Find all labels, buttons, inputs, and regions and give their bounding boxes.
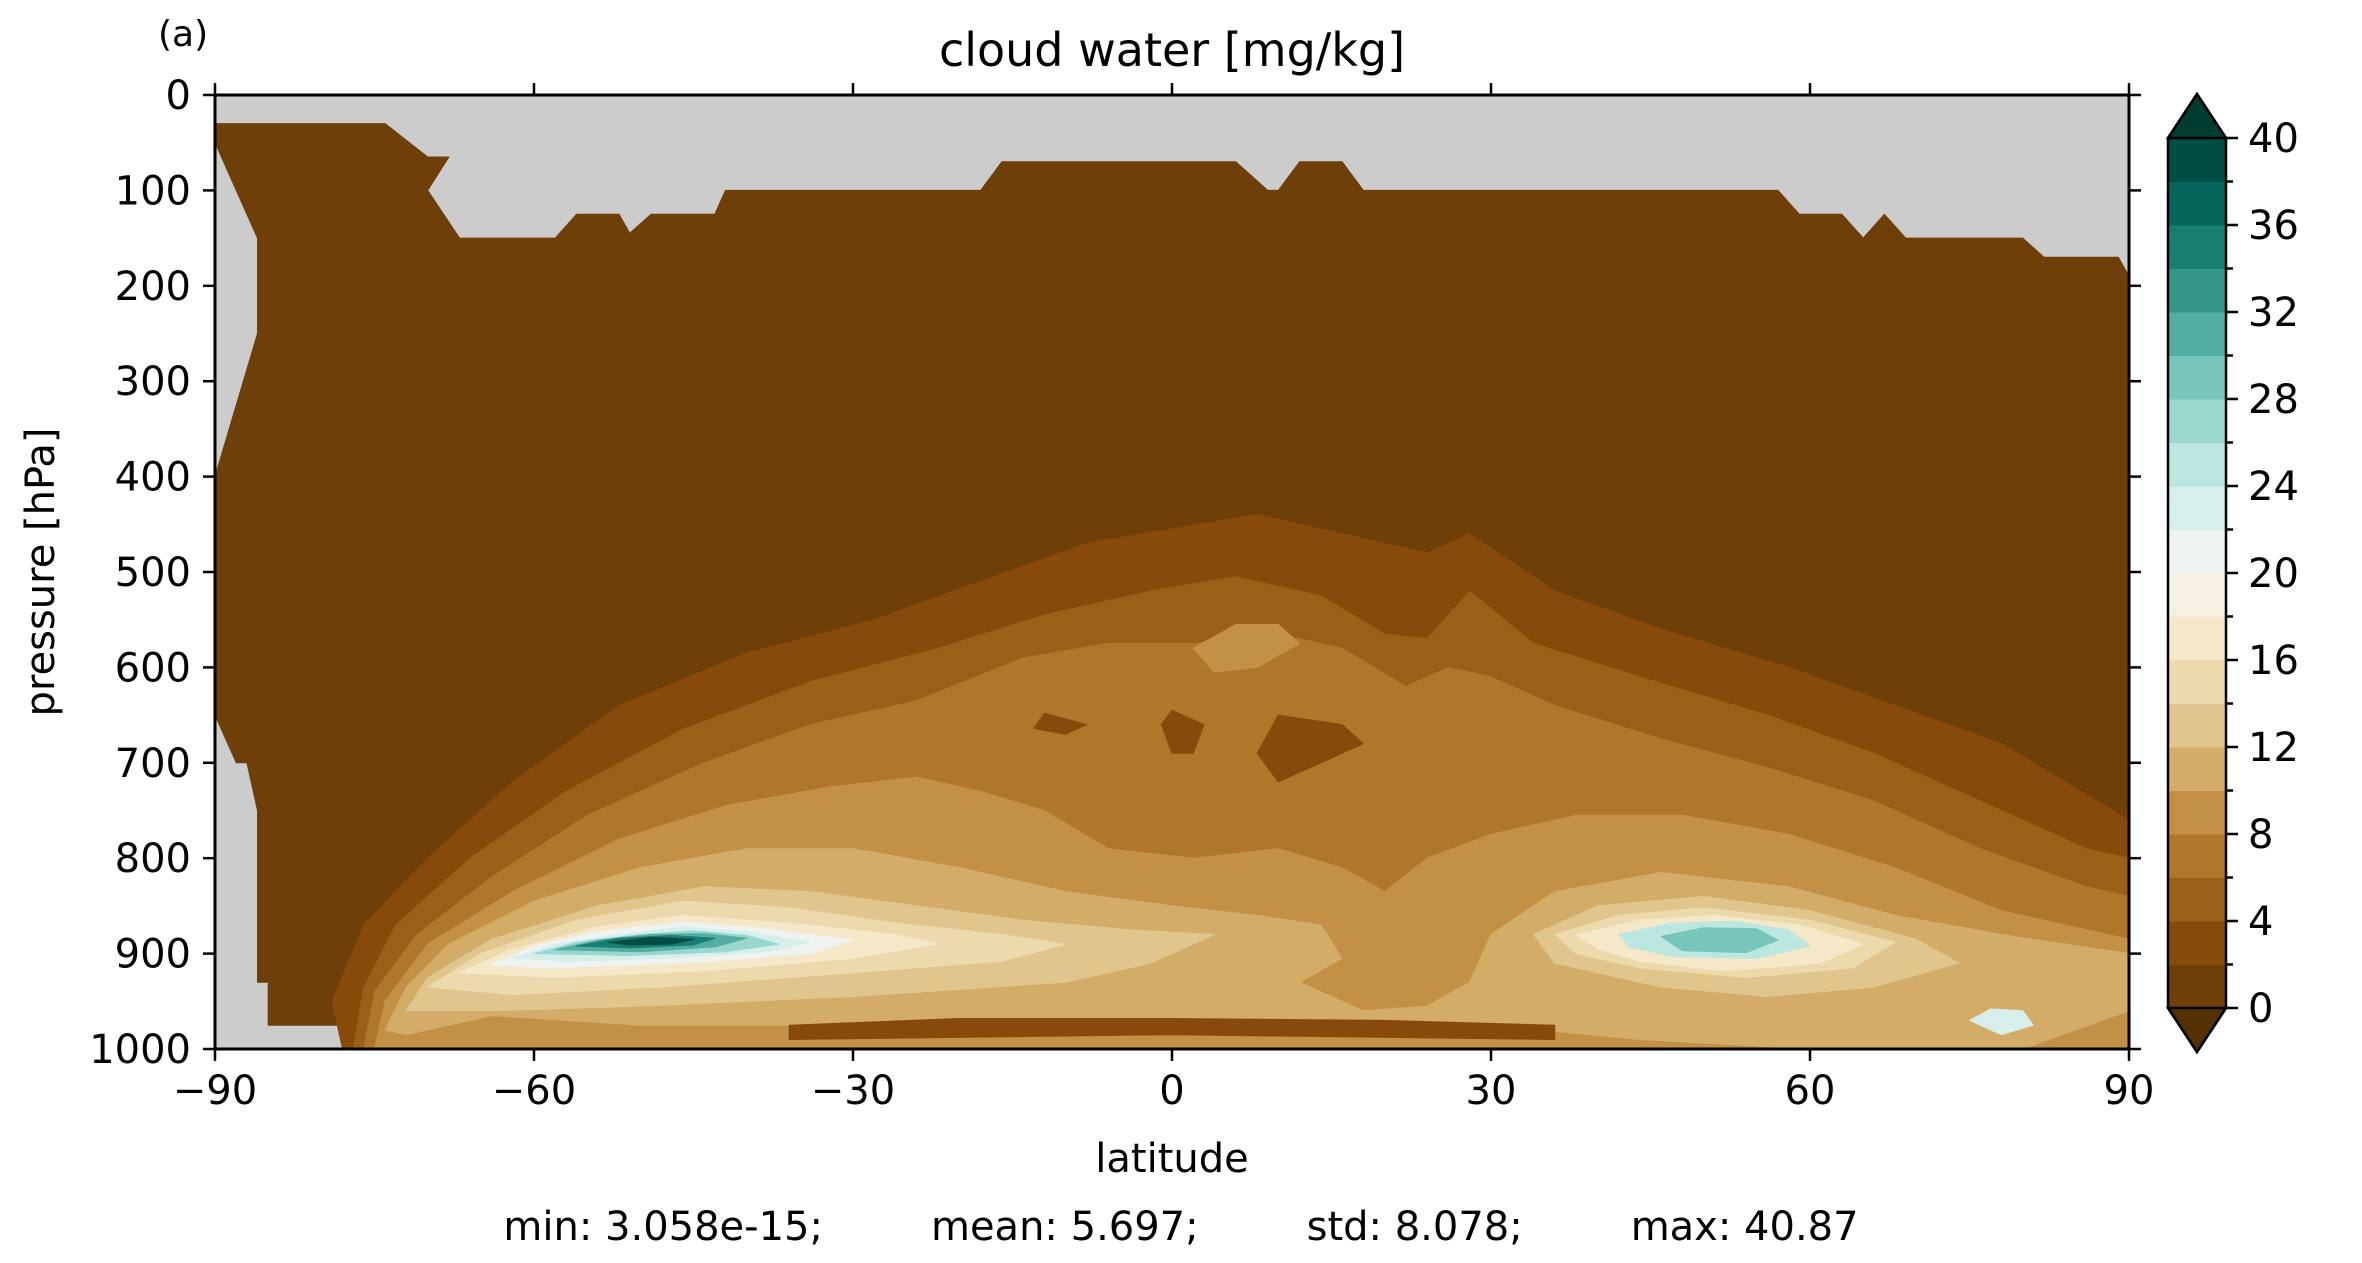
y-tick-label: 600 — [115, 645, 191, 691]
plot-area — [215, 95, 2129, 1049]
colorbar-segment — [2168, 355, 2226, 400]
colorbar-extend-max — [2165, 91, 2229, 140]
colorbar-segment — [2168, 442, 2226, 487]
x-tick-label: 60 — [1785, 1068, 1836, 1114]
x-tick-label: −90 — [173, 1068, 257, 1114]
colorbar-tick-label: 28 — [2248, 377, 2299, 423]
x-tick-label: −60 — [492, 1068, 576, 1114]
y-axis: 0 100 200 300 400 500 600 700 800 900 1000 — [89, 73, 2141, 1073]
colorbar-extend-min — [2165, 1006, 2229, 1055]
colorbar-segment — [2168, 660, 2226, 704]
y-tick-label: 100 — [115, 168, 191, 214]
contour-mid-dip-2 — [1160, 709, 1205, 754]
colorbar-segment — [2168, 703, 2226, 748]
contour-26-30-north — [1660, 927, 1779, 954]
y-tick-label: 800 — [115, 836, 191, 882]
x-tick-label: −30 — [811, 1068, 895, 1114]
colorbar-segment — [2168, 964, 2226, 1009]
colorbar-segment — [2168, 877, 2226, 922]
contour-upper-bump — [1192, 624, 1301, 673]
colorbar-tick-label: 20 — [2248, 551, 2299, 597]
colorbar-tick-label: 12 — [2248, 725, 2299, 771]
x-tick-label: 0 — [1159, 1068, 1184, 1114]
contour-mid-dip-1 — [1033, 712, 1088, 735]
statistics-line: min: 3.058e-15; mean: 5.697; std: 8.078; ma… — [0, 1204, 2362, 1250]
contour-mid-dip-3 — [1256, 714, 1364, 783]
colorbar-tick-label: 24 — [2248, 464, 2299, 510]
colorbar-segment — [2168, 573, 2226, 617]
x-tick-label: 30 — [1466, 1068, 1517, 1114]
stat-min: min: 3.058e-15; — [503, 1204, 823, 1250]
colorbar: 0 4 8 12 16 20 24 28 32 36 40 — [2165, 91, 2299, 1055]
stat-max: max: 40.87 — [1630, 1204, 1859, 1250]
colorbar-tick-label: 16 — [2248, 638, 2299, 684]
colorbar-tick-label: 4 — [2248, 899, 2273, 945]
x-tick-label: 90 — [2104, 1068, 2155, 1114]
contour-layers — [215, 123, 2129, 1049]
colorbar-segment — [2168, 834, 2226, 878]
colorbar-segment — [2168, 225, 2226, 269]
x-axis: −90 −60 −30 0 30 60 90 — [173, 83, 2155, 1114]
colorbar-segment — [2168, 790, 2226, 835]
colorbar-segment — [2168, 616, 2226, 661]
colorbar-tick-label: 0 — [2248, 986, 2273, 1032]
contour-arctic-spot — [1969, 1008, 2034, 1036]
y-tick-label: 900 — [115, 932, 191, 978]
y-tick-label: 300 — [115, 359, 191, 405]
colorbar-tick-label: 8 — [2248, 812, 2273, 858]
colorbar-segment — [2168, 312, 2226, 356]
colorbar-tick-label: 36 — [2248, 203, 2299, 249]
chart-title: cloud water [mg/kg] — [939, 23, 1405, 77]
panel-label: (a) — [158, 14, 208, 55]
colorbar-tick-label: 32 — [2248, 290, 2299, 336]
colorbar-segment — [2168, 138, 2226, 182]
y-tick-label: 0 — [166, 73, 191, 119]
y-tick-label: 400 — [115, 455, 191, 501]
x-axis-label: latitude — [1095, 1136, 1248, 1182]
y-axis-label: pressure [hPa] — [18, 428, 64, 717]
colorbar-tick-label: 40 — [2248, 116, 2299, 162]
colorbar-segment — [2168, 399, 2226, 443]
y-tick-label: 500 — [115, 550, 191, 596]
colorbar-segment — [2168, 747, 2226, 791]
colorbar-segment — [2168, 529, 2226, 574]
colorbar-segment — [2168, 268, 2226, 313]
y-tick-label: 700 — [115, 741, 191, 787]
colorbar-segment — [2168, 921, 2226, 965]
colorbar-segment — [2168, 181, 2226, 226]
contour-lowlevel-band — [788, 1018, 1556, 1040]
y-tick-label: 1000 — [89, 1027, 191, 1073]
stat-std: std: 8.078; — [1306, 1204, 1523, 1250]
contour-36-40 — [607, 936, 694, 946]
y-tick-label: 200 — [115, 264, 191, 310]
colorbar-segment — [2168, 486, 2226, 530]
stat-mean: mean: 5.697; — [930, 1204, 1199, 1250]
